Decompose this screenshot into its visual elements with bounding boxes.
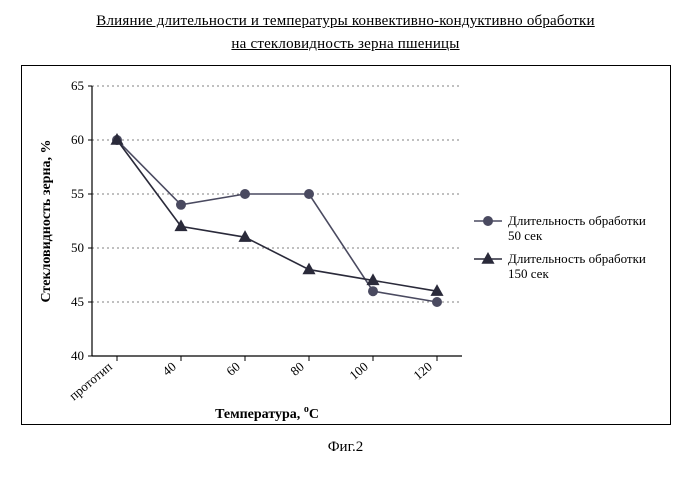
series-marker-s50 (176, 200, 185, 209)
x-axis-title: Температура, oC (215, 404, 319, 422)
y-tick-label: 50 (71, 240, 84, 255)
axes-layer (88, 86, 462, 361)
chart-title-line2: на стекловидность зерна пшеницы (231, 36, 459, 52)
legend-label: Длительность обработки50 сек (508, 213, 646, 243)
figure-caption: Фиг.2 (18, 425, 673, 456)
legend: Длительность обработки50 сек Длительность… (474, 213, 646, 281)
x-tick-label: 80 (287, 358, 307, 378)
legend-item-s150: Длительность обработки150 сек (474, 251, 646, 281)
grid-layer (92, 86, 462, 356)
x-tick-label: 40 (159, 358, 179, 378)
series-line-s50 (117, 140, 437, 302)
chart-frame: 404550556065прототип406080100120 Стеклов… (21, 65, 671, 425)
y-tick-label: 60 (71, 132, 84, 147)
series-marker-s50 (240, 189, 249, 198)
series-marker-s50 (368, 286, 377, 295)
y-tick-label: 65 (71, 78, 84, 93)
x-tick-label: 120 (410, 358, 435, 382)
series-marker-s50 (432, 297, 441, 306)
y-tick-label: 40 (71, 348, 84, 363)
legend-item-s50: Длительность обработки50 сек (474, 213, 646, 243)
y-tick-label: 45 (71, 294, 84, 309)
series-marker-s50 (304, 189, 313, 198)
chart-title-line1: Влияние длительности и температуры конве… (96, 13, 594, 29)
y-axis-title: Стекловидность зерна, % (39, 139, 54, 302)
y-tick-label: 55 (71, 186, 84, 201)
page-root: Влияние длительности и температуры конве… (0, 0, 691, 500)
chart-title: Влияние длительности и температуры конве… (18, 10, 673, 65)
chart-svg: 404550556065прототип406080100120 Стеклов… (22, 66, 672, 426)
series-line-s150 (117, 140, 437, 291)
x-tick-label: 100 (346, 358, 371, 382)
series-marker-s150 (303, 263, 314, 273)
legend-label: Длительность обработки150 сек (508, 251, 646, 281)
series-layer (111, 134, 442, 307)
x-tick-label: прототип (66, 358, 115, 402)
x-tick-label: 60 (223, 358, 243, 378)
